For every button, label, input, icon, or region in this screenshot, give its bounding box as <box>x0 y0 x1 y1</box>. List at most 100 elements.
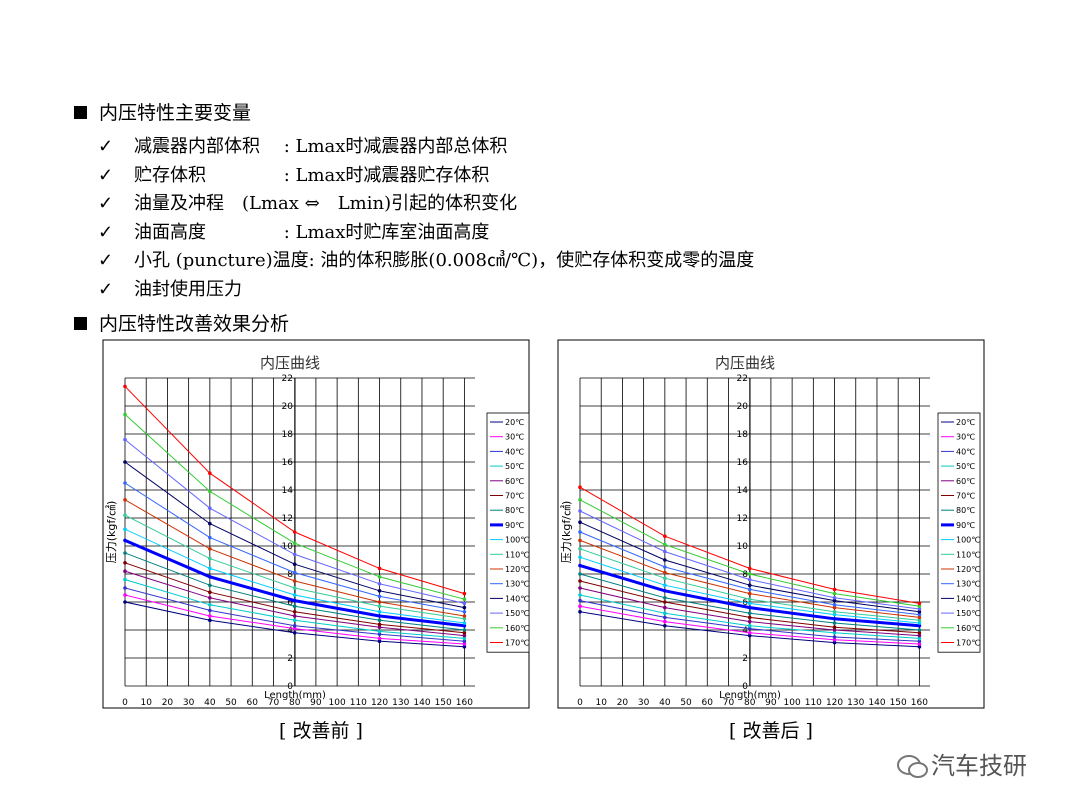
legend-label: 130℃ <box>956 580 980 589</box>
point <box>578 572 582 576</box>
point <box>377 639 382 643</box>
point <box>578 555 582 559</box>
point <box>462 631 467 635</box>
point <box>123 498 127 502</box>
point <box>377 594 382 599</box>
point <box>208 608 212 613</box>
point <box>832 610 837 614</box>
point <box>578 485 582 490</box>
point <box>123 593 127 597</box>
legend-label: 120℃ <box>505 565 529 574</box>
y-tick-label: 14 <box>737 486 749 496</box>
point <box>292 570 297 575</box>
x-axis-label: Length(mm) <box>719 690 781 701</box>
x-tick-label: 160 <box>456 698 473 708</box>
legend-label: 170℃ <box>505 639 529 648</box>
wechat-icon <box>897 755 928 778</box>
legend-label: 120℃ <box>956 565 980 574</box>
point <box>377 600 382 604</box>
point <box>208 506 212 511</box>
y-tick-label: 18 <box>737 430 749 440</box>
point <box>832 598 837 603</box>
y-tick-label: 20 <box>282 402 294 412</box>
legend-box <box>486 412 530 653</box>
y-tick-label: 4 <box>287 626 293 636</box>
point <box>747 626 752 631</box>
x-tick-label: 140 <box>868 698 885 708</box>
bullet-text: 小孔 (puncture)温度: 油的体积膨胀(0.008㎤/℃)，使贮存体积变… <box>134 250 755 271</box>
point <box>578 593 582 597</box>
point <box>578 563 582 568</box>
legend-label: 60℃ <box>505 477 524 486</box>
point <box>917 631 922 635</box>
watermark: 汽车技研 <box>895 746 1027 781</box>
point <box>832 617 837 621</box>
legend-label: 70℃ <box>956 492 975 501</box>
x-tick-label: 40 <box>204 698 216 708</box>
point <box>917 624 922 628</box>
bullet-text: 油封使用压力 <box>134 278 242 300</box>
y-tick-label: 20 <box>737 402 749 412</box>
legend-label: 80℃ <box>956 506 975 515</box>
point <box>462 617 467 621</box>
point <box>377 610 382 614</box>
x-tick-label: 30 <box>638 698 650 708</box>
x-tick-label: 50 <box>680 698 692 708</box>
y-tick-label: 16 <box>737 458 749 468</box>
point <box>377 614 382 618</box>
point <box>917 639 922 643</box>
x-tick-label: 130 <box>847 698 864 708</box>
point <box>578 604 582 608</box>
point <box>747 601 752 606</box>
x-tick-label: 0 <box>122 698 128 708</box>
y-tick-label: 22 <box>737 374 748 384</box>
point <box>663 583 667 587</box>
point <box>917 618 922 622</box>
legend-label: 90℃ <box>505 521 524 530</box>
point <box>747 572 752 576</box>
point <box>123 527 127 531</box>
point <box>208 535 212 540</box>
legend-label: 40℃ <box>956 447 975 456</box>
point <box>123 513 127 517</box>
point <box>292 614 297 618</box>
point <box>578 498 582 502</box>
point <box>292 541 297 545</box>
legend-label: 110℃ <box>505 550 529 559</box>
point <box>208 603 212 607</box>
point <box>462 645 467 649</box>
point <box>462 642 467 646</box>
point <box>292 579 297 583</box>
point <box>832 638 837 642</box>
point <box>917 607 922 611</box>
x-tick-label: 10 <box>595 698 607 708</box>
legend-label: 150℃ <box>956 609 980 618</box>
point <box>292 586 297 590</box>
point <box>292 626 297 631</box>
point <box>462 639 467 643</box>
x-tick-label: 70 <box>723 698 735 708</box>
point <box>377 582 382 586</box>
point <box>377 618 382 622</box>
x-tick-label: 140 <box>413 698 430 708</box>
legend-label: 140℃ <box>505 594 529 603</box>
point <box>578 538 582 543</box>
point <box>578 547 582 551</box>
point <box>663 565 667 569</box>
point <box>832 591 837 596</box>
point <box>462 614 467 618</box>
x-tick-label: 60 <box>247 698 259 708</box>
x-tick-label: 120 <box>826 698 843 708</box>
point <box>377 589 382 593</box>
x-tick-label: 100 <box>329 698 346 708</box>
x-tick-label: 80 <box>289 698 301 708</box>
point <box>292 530 297 534</box>
point <box>377 636 382 641</box>
point <box>123 538 127 543</box>
bullet-text: 油面高度 : Lmax时贮库室油面高度 <box>134 221 490 243</box>
x-tick-label: 10 <box>140 698 152 708</box>
point <box>663 600 667 604</box>
point <box>747 577 752 582</box>
point <box>208 547 212 551</box>
point <box>832 587 837 592</box>
